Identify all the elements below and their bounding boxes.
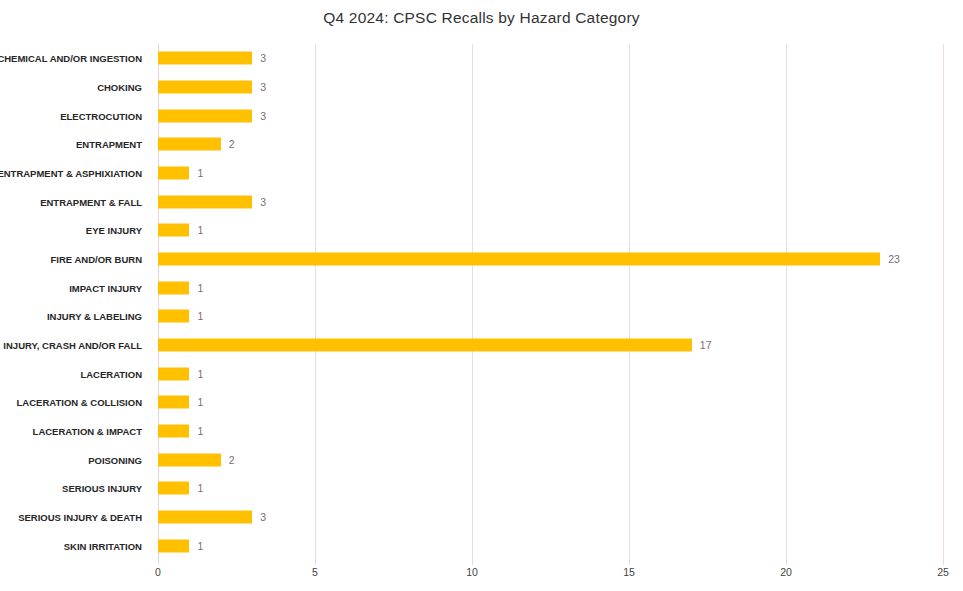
bar: [158, 453, 221, 466]
category-label: POISONING: [0, 454, 142, 465]
chart-row: 23: [158, 245, 943, 274]
plot-area: 3 3 3 2 1 3 1 23 1 1 17 1 1 1 2 1 3 1: [158, 44, 943, 560]
value-label: 3: [260, 52, 266, 64]
bar: [158, 310, 189, 323]
bar: [158, 138, 221, 151]
category-label: CHEMICAL AND/OR INGESTION: [0, 53, 142, 64]
bar: [158, 338, 692, 351]
tick-mark-x-15: [629, 560, 630, 565]
category-label: CHOKING: [0, 82, 142, 93]
category-label: INJURY & LABELING: [0, 311, 142, 322]
gridline-x-25: [943, 44, 944, 560]
chart-row: 1: [158, 273, 943, 302]
bar: [158, 224, 189, 237]
chart-row: 3: [158, 187, 943, 216]
x-tick-label-10: 10: [466, 566, 478, 578]
category-axis: CHEMICAL AND/OR INGESTION CHOKING ELECTROC…: [0, 44, 150, 560]
x-tick-label-20: 20: [780, 566, 792, 578]
category-label: LACERATION & IMPACT: [0, 426, 142, 437]
chart-row: 1: [158, 531, 943, 560]
tick-mark-x-25: [943, 560, 944, 565]
chart-row: 1: [158, 159, 943, 188]
bar: [158, 166, 189, 179]
bar: [158, 252, 880, 265]
category-label: ENTRAPMENT: [0, 139, 142, 150]
chart-row: 1: [158, 388, 943, 417]
category-label: SERIOUS INJURY: [0, 483, 142, 494]
x-tick-label-15: 15: [623, 566, 635, 578]
value-label: 1: [197, 368, 203, 380]
bar: [158, 539, 189, 552]
category-label: ENTRAPMENT & FALL: [0, 196, 142, 207]
chart-title: Q4 2024: CPSC Recalls by Hazard Category: [0, 9, 963, 27]
value-label: 23: [888, 253, 900, 265]
bar: [158, 195, 252, 208]
value-label: 1: [197, 282, 203, 294]
value-label: 1: [197, 310, 203, 322]
value-label: 3: [260, 196, 266, 208]
bar: [158, 396, 189, 409]
bar: [158, 109, 252, 122]
category-label: LACERATION: [0, 368, 142, 379]
value-label: 3: [260, 511, 266, 523]
value-label: 3: [260, 110, 266, 122]
chart-row: 1: [158, 417, 943, 446]
tick-mark-x-5: [315, 560, 316, 565]
chart-row: 1: [158, 302, 943, 331]
x-tick-label-5: 5: [312, 566, 318, 578]
chart-row: 1: [158, 474, 943, 503]
chart-row: 1: [158, 359, 943, 388]
value-label: 1: [197, 167, 203, 179]
value-label: 1: [197, 482, 203, 494]
chart-row: 1: [158, 216, 943, 245]
value-label: 3: [260, 81, 266, 93]
x-tick-label-25: 25: [937, 566, 949, 578]
x-tick-label-0: 0: [155, 566, 161, 578]
tick-mark-x-20: [786, 560, 787, 565]
category-label: ELECTROCUTION: [0, 110, 142, 121]
value-label: 17: [700, 339, 712, 351]
tick-mark-x-0: [158, 560, 159, 565]
category-label: SERIOUS INJURY & DEATH: [0, 512, 142, 523]
bar-chart: Q4 2024: CPSC Recalls by Hazard Category…: [0, 0, 963, 591]
chart-row: 17: [158, 331, 943, 360]
value-label: 1: [197, 396, 203, 408]
bar: [158, 281, 189, 294]
x-axis-tick-labels: 0510152025: [158, 566, 943, 582]
value-label: 1: [197, 540, 203, 552]
category-label: LACERATION & COLLISION: [0, 397, 142, 408]
value-label: 2: [229, 138, 235, 150]
category-label: EYE INJURY: [0, 225, 142, 236]
chart-row: 3: [158, 101, 943, 130]
chart-row: 2: [158, 445, 943, 474]
chart-row: 3: [158, 44, 943, 73]
bar: [158, 482, 189, 495]
bar: [158, 80, 252, 93]
chart-row: 3: [158, 73, 943, 102]
category-label: IMPACT INJURY: [0, 282, 142, 293]
category-label: SKIN IRRITATION: [0, 540, 142, 551]
value-label: 1: [197, 425, 203, 437]
category-label: ENTRAPMENT & ASPHIXIATION: [0, 168, 142, 179]
category-label: INJURY, CRASH AND/OR FALL: [0, 340, 142, 351]
chart-row: 2: [158, 130, 943, 159]
bar: [158, 424, 189, 437]
tick-mark-x-10: [472, 560, 473, 565]
value-label: 2: [229, 454, 235, 466]
bar: [158, 510, 252, 523]
value-label: 1: [197, 224, 203, 236]
chart-row: 3: [158, 503, 943, 532]
bar: [158, 367, 189, 380]
bar: [158, 52, 252, 65]
category-label: FIRE AND/OR BURN: [0, 254, 142, 265]
